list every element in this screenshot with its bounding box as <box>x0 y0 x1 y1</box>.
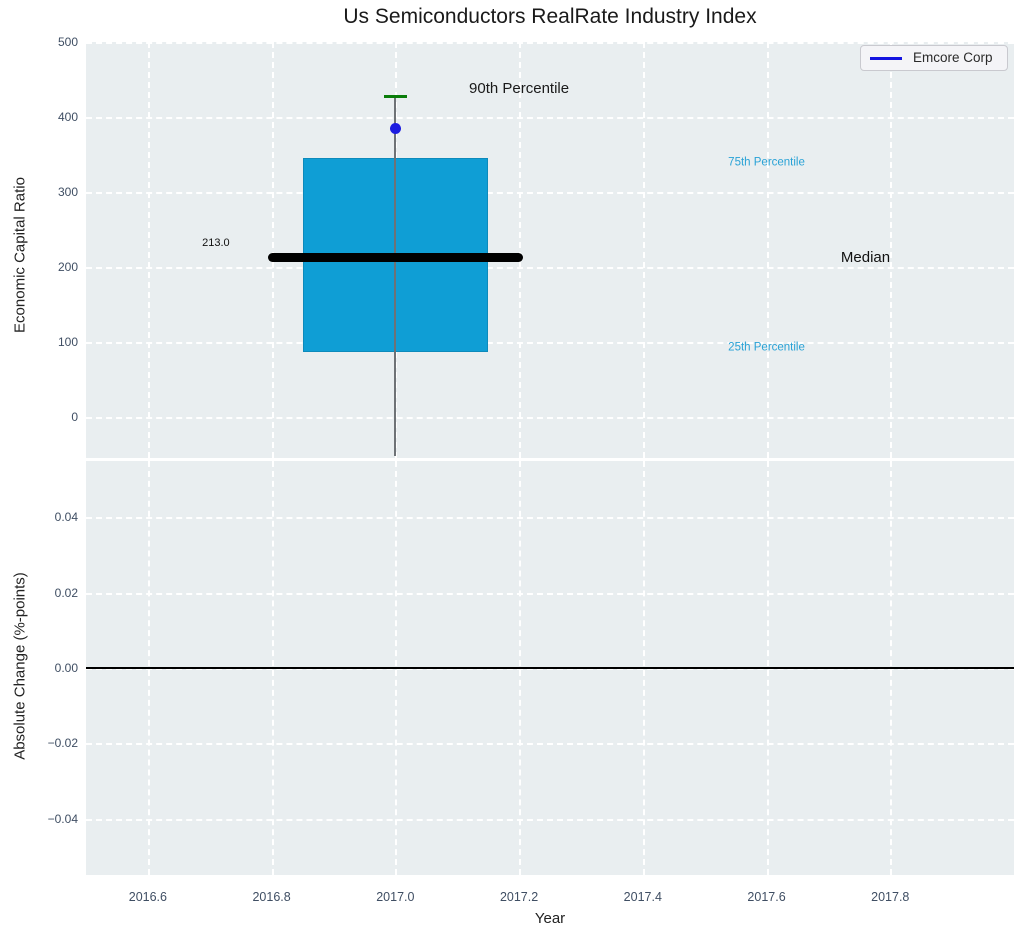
annotation: 213.0 <box>202 237 230 249</box>
boxplot-median-line <box>268 253 523 262</box>
x-tick-label: 2017.2 <box>500 889 538 905</box>
gridline-vertical <box>272 42 274 458</box>
boxplot-90th-cap <box>384 95 407 98</box>
y-tick-label: −0.04 <box>8 811 78 827</box>
gridline-vertical <box>148 42 150 458</box>
legend-line-sample <box>870 57 902 60</box>
x-tick-label: 2016.8 <box>252 889 290 905</box>
legend: Emcore Corp <box>860 45 1008 71</box>
emcore-corp-point <box>390 123 401 134</box>
gridline-horizontal <box>86 743 1014 745</box>
gridline-horizontal <box>86 342 1014 344</box>
gridline-vertical <box>643 42 645 458</box>
y-tick-label: 0.04 <box>8 509 78 525</box>
y-tick-label: 200 <box>8 259 78 275</box>
gridline-vertical <box>519 42 521 458</box>
x-tick-label: 2017.8 <box>871 889 909 905</box>
y-axis-label-top: Economic Capital Ratio <box>12 177 29 333</box>
y-tick-label: 0.00 <box>8 660 78 676</box>
annotation: Median <box>841 250 890 267</box>
y-tick-label: 100 <box>8 334 78 350</box>
gridline-horizontal <box>86 192 1014 194</box>
y-tick-label: −0.02 <box>8 735 78 751</box>
boxplot-whisker <box>394 97 396 456</box>
y-tick-label: 500 <box>8 34 78 50</box>
gridline-horizontal <box>86 42 1014 44</box>
x-tick-label: 2016.6 <box>129 889 167 905</box>
figure: Us Semiconductors RealRate Industry Inde… <box>0 0 1025 940</box>
x-tick-label: 2017.0 <box>376 889 414 905</box>
gridline-horizontal <box>86 417 1014 419</box>
x-tick-label: 2017.4 <box>624 889 662 905</box>
gridline-horizontal <box>86 517 1014 519</box>
gridline-vertical <box>767 42 769 458</box>
annotation: 75th Percentile <box>728 157 805 170</box>
zero-line <box>86 667 1014 669</box>
x-tick-label: 2017.6 <box>747 889 785 905</box>
chart-title: Us Semiconductors RealRate Industry Inde… <box>86 5 1014 29</box>
gridline-horizontal <box>86 117 1014 119</box>
gridline-vertical <box>890 42 892 458</box>
annotation: 90th Percentile <box>469 81 569 98</box>
y-tick-label: 0 <box>8 409 78 425</box>
y-tick-label: 0.02 <box>8 585 78 601</box>
legend-label: Emcore Corp <box>913 50 993 65</box>
gridline-horizontal <box>86 267 1014 269</box>
y-tick-label: 400 <box>8 109 78 125</box>
gridline-horizontal <box>86 593 1014 595</box>
x-axis-label: Year <box>535 910 565 927</box>
y-tick-label: 300 <box>8 184 78 200</box>
annotation: 25th Percentile <box>728 341 805 354</box>
gridline-horizontal <box>86 819 1014 821</box>
